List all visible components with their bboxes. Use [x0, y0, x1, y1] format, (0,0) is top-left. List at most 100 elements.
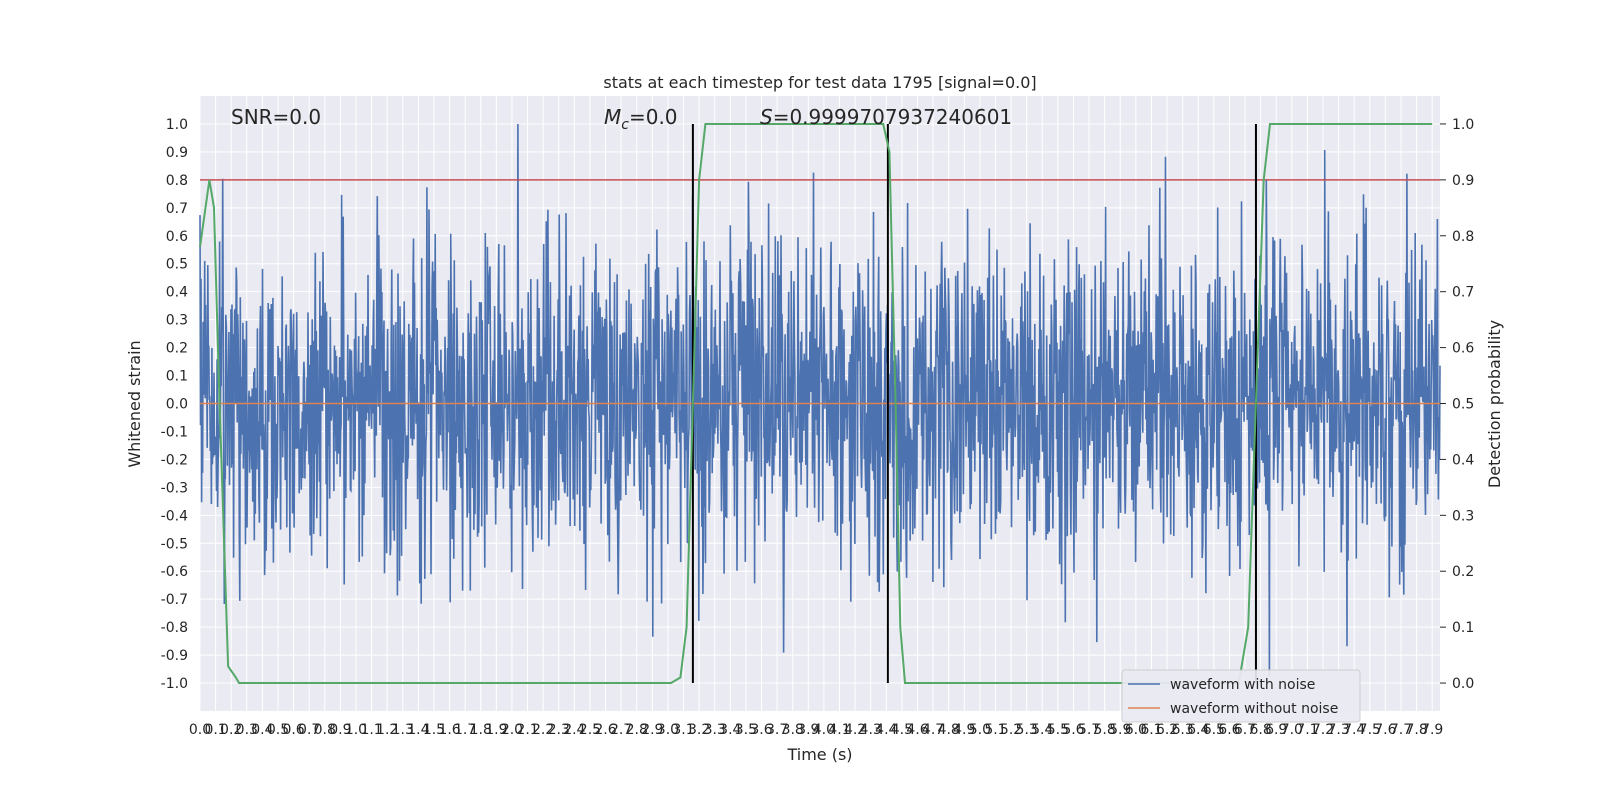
x-tick-label: 4.7 [922, 722, 944, 738]
x-tick-label: 4.4 [875, 722, 897, 738]
y-tick-label: 0.4 [166, 285, 188, 301]
y-tick-label: -0.7 [161, 592, 188, 608]
y-tick-label: 0.0 [166, 397, 188, 413]
x-tick-label: 7.6 [1374, 722, 1396, 738]
y2-tick-label: 0.6 [1452, 341, 1474, 357]
x-tick-label: 7.1 [1296, 722, 1318, 738]
x-tick-labels: 0.00.10.20.30.40.50.60.70.80.91.01.11.21… [189, 722, 1443, 738]
x-tick-label: 3.0 [657, 722, 679, 738]
y2-tick-label: 0.4 [1452, 452, 1474, 468]
y-tick-label: 0.9 [166, 145, 188, 161]
x-tick-label: 0.8 [314, 722, 336, 738]
x-tick-label: 6.5 [1203, 722, 1225, 738]
x-tick-label: 1.7 [454, 722, 476, 738]
y2-tick-label: 0.0 [1452, 676, 1474, 692]
y-tick-label: -0.6 [161, 564, 188, 580]
series-waveform-with-noise [199, 123, 1441, 677]
x-tick-label: 7.0 [1281, 722, 1303, 738]
y2-tick-label: 1.0 [1452, 117, 1474, 133]
x-tick-label: 3.7 [766, 722, 788, 738]
series-detection-probability [199, 123, 1433, 684]
x-tick-label: 2.7 [610, 722, 632, 738]
x-tick-label: 2.4 [563, 722, 585, 738]
x-tick-label: 6.7 [1234, 722, 1256, 738]
x-tick-label: 0.7 [298, 722, 320, 738]
x-tick-label: 1.6 [438, 722, 460, 738]
x-tick-label: 4.3 [860, 722, 882, 738]
x-tick-label: 5.3 [1016, 722, 1038, 738]
x-tick-label: 6.0 [1125, 722, 1147, 738]
x-tick-label: 5.6 [1062, 722, 1084, 738]
y2-tick-label: 0.9 [1452, 173, 1474, 189]
x-tick-label: 2.9 [641, 722, 663, 738]
legend-label-waveform-with-noise: waveform with noise [1170, 677, 1315, 693]
x-tick-label: 5.9 [1109, 722, 1131, 738]
x-tick-label: 7.4 [1343, 722, 1365, 738]
y-tick-label: -0.1 [161, 424, 188, 440]
x-tick-label: 2.5 [579, 722, 601, 738]
x-tick-label: 3.5 [735, 722, 757, 738]
y2-tick-label: 0.8 [1452, 229, 1474, 245]
x-tick-label: 2.3 [548, 722, 570, 738]
x-tick-label: 6.8 [1249, 722, 1271, 738]
y-tick-label: -0.8 [161, 620, 188, 636]
x-tick-label: 7.9 [1421, 722, 1443, 738]
x-tick-label: 6.2 [1156, 722, 1178, 738]
x-tick-label: 0.6 [282, 722, 304, 738]
x-tick-label: 5.5 [1047, 722, 1069, 738]
mc-symbol: M [604, 105, 621, 129]
x-tick-label: 4.2 [844, 722, 866, 738]
x-tick-label: 6.6 [1218, 722, 1240, 738]
y2-tick-label: 0.7 [1452, 285, 1474, 301]
x-tick-label: 7.7 [1390, 722, 1412, 738]
snr-annotation: SNR=0.0 [231, 105, 321, 129]
mc-value: =0.0 [629, 105, 678, 129]
chart-title: stats at each timestep for test data 179… [603, 73, 1036, 92]
x-tick-label: 4.6 [906, 722, 928, 738]
x-tick-label: 7.3 [1327, 722, 1349, 738]
x-tick-label: 7.5 [1359, 722, 1381, 738]
x-tick-label: 7.2 [1312, 722, 1334, 738]
x-tick-label: 0.5 [267, 722, 289, 738]
y-tick-label: -0.5 [161, 536, 188, 552]
y2-tick-label: 0.5 [1452, 397, 1474, 413]
x-tick-label: 5.7 [1078, 722, 1100, 738]
legend-label-waveform-without-noise: waveform without noise [1170, 701, 1338, 717]
y-tick-label: 0.3 [166, 313, 188, 329]
x-tick-label: 4.0 [813, 722, 835, 738]
x-tick-label: 3.2 [688, 722, 710, 738]
x-tick-label: 1.9 [485, 722, 507, 738]
x-tick-label: 2.0 [501, 722, 523, 738]
y-tick-labels: 1.0 0.9 0.8 0.7 0.6 0.5 0.4 0.3 0.2 0.1 0.0 -0.1 -0.… [161, 117, 188, 692]
x-tick-label: 0.3 [236, 722, 258, 738]
mc-annotation: Mc=0.0 [604, 105, 678, 133]
x-tick-label: 2.8 [626, 722, 648, 738]
y-tick-label: 0.5 [166, 257, 188, 273]
x-tick-label: 4.8 [938, 722, 960, 738]
legend: waveform with noise waveform without noi… [1121, 669, 1361, 723]
x-tick-label: 2.6 [594, 722, 616, 738]
y-axis-label: Whitened strain [125, 340, 144, 467]
s-value: =0.9999707937240601 [773, 105, 1012, 129]
y-tick-label: -0.3 [161, 480, 188, 496]
y-tick-label: -0.4 [161, 508, 188, 524]
x-tick-label: 5.4 [1031, 722, 1053, 738]
y-tick-label: 0.2 [166, 341, 188, 357]
x-tick-label: 3.3 [704, 722, 726, 738]
mc-subscript: c [621, 117, 629, 133]
legend-box [1121, 669, 1361, 723]
x-tick-label: 5.2 [1000, 722, 1022, 738]
x-tick-label: 6.3 [1172, 722, 1194, 738]
y-tick-label: 0.1 [166, 369, 188, 385]
x-tick-label: 2.1 [516, 722, 538, 738]
x-tick-label: 5.8 [1094, 722, 1116, 738]
x-tick-label: 3.4 [719, 722, 741, 738]
x-tick-label: 1.8 [470, 722, 492, 738]
x-tick-label: 1.5 [423, 722, 445, 738]
x-tick-label: 6.9 [1265, 722, 1287, 738]
y2-tick-labels: 1.0 0.9 0.8 0.7 0.6 0.5 0.4 0.3 0.2 0.1 0.0 [1440, 117, 1474, 692]
x-tick-label: 5.0 [969, 722, 991, 738]
x-tick-label: 3.6 [750, 722, 772, 738]
x-tick-label: 3.9 [797, 722, 819, 738]
y-tick-label: 0.6 [166, 229, 188, 245]
